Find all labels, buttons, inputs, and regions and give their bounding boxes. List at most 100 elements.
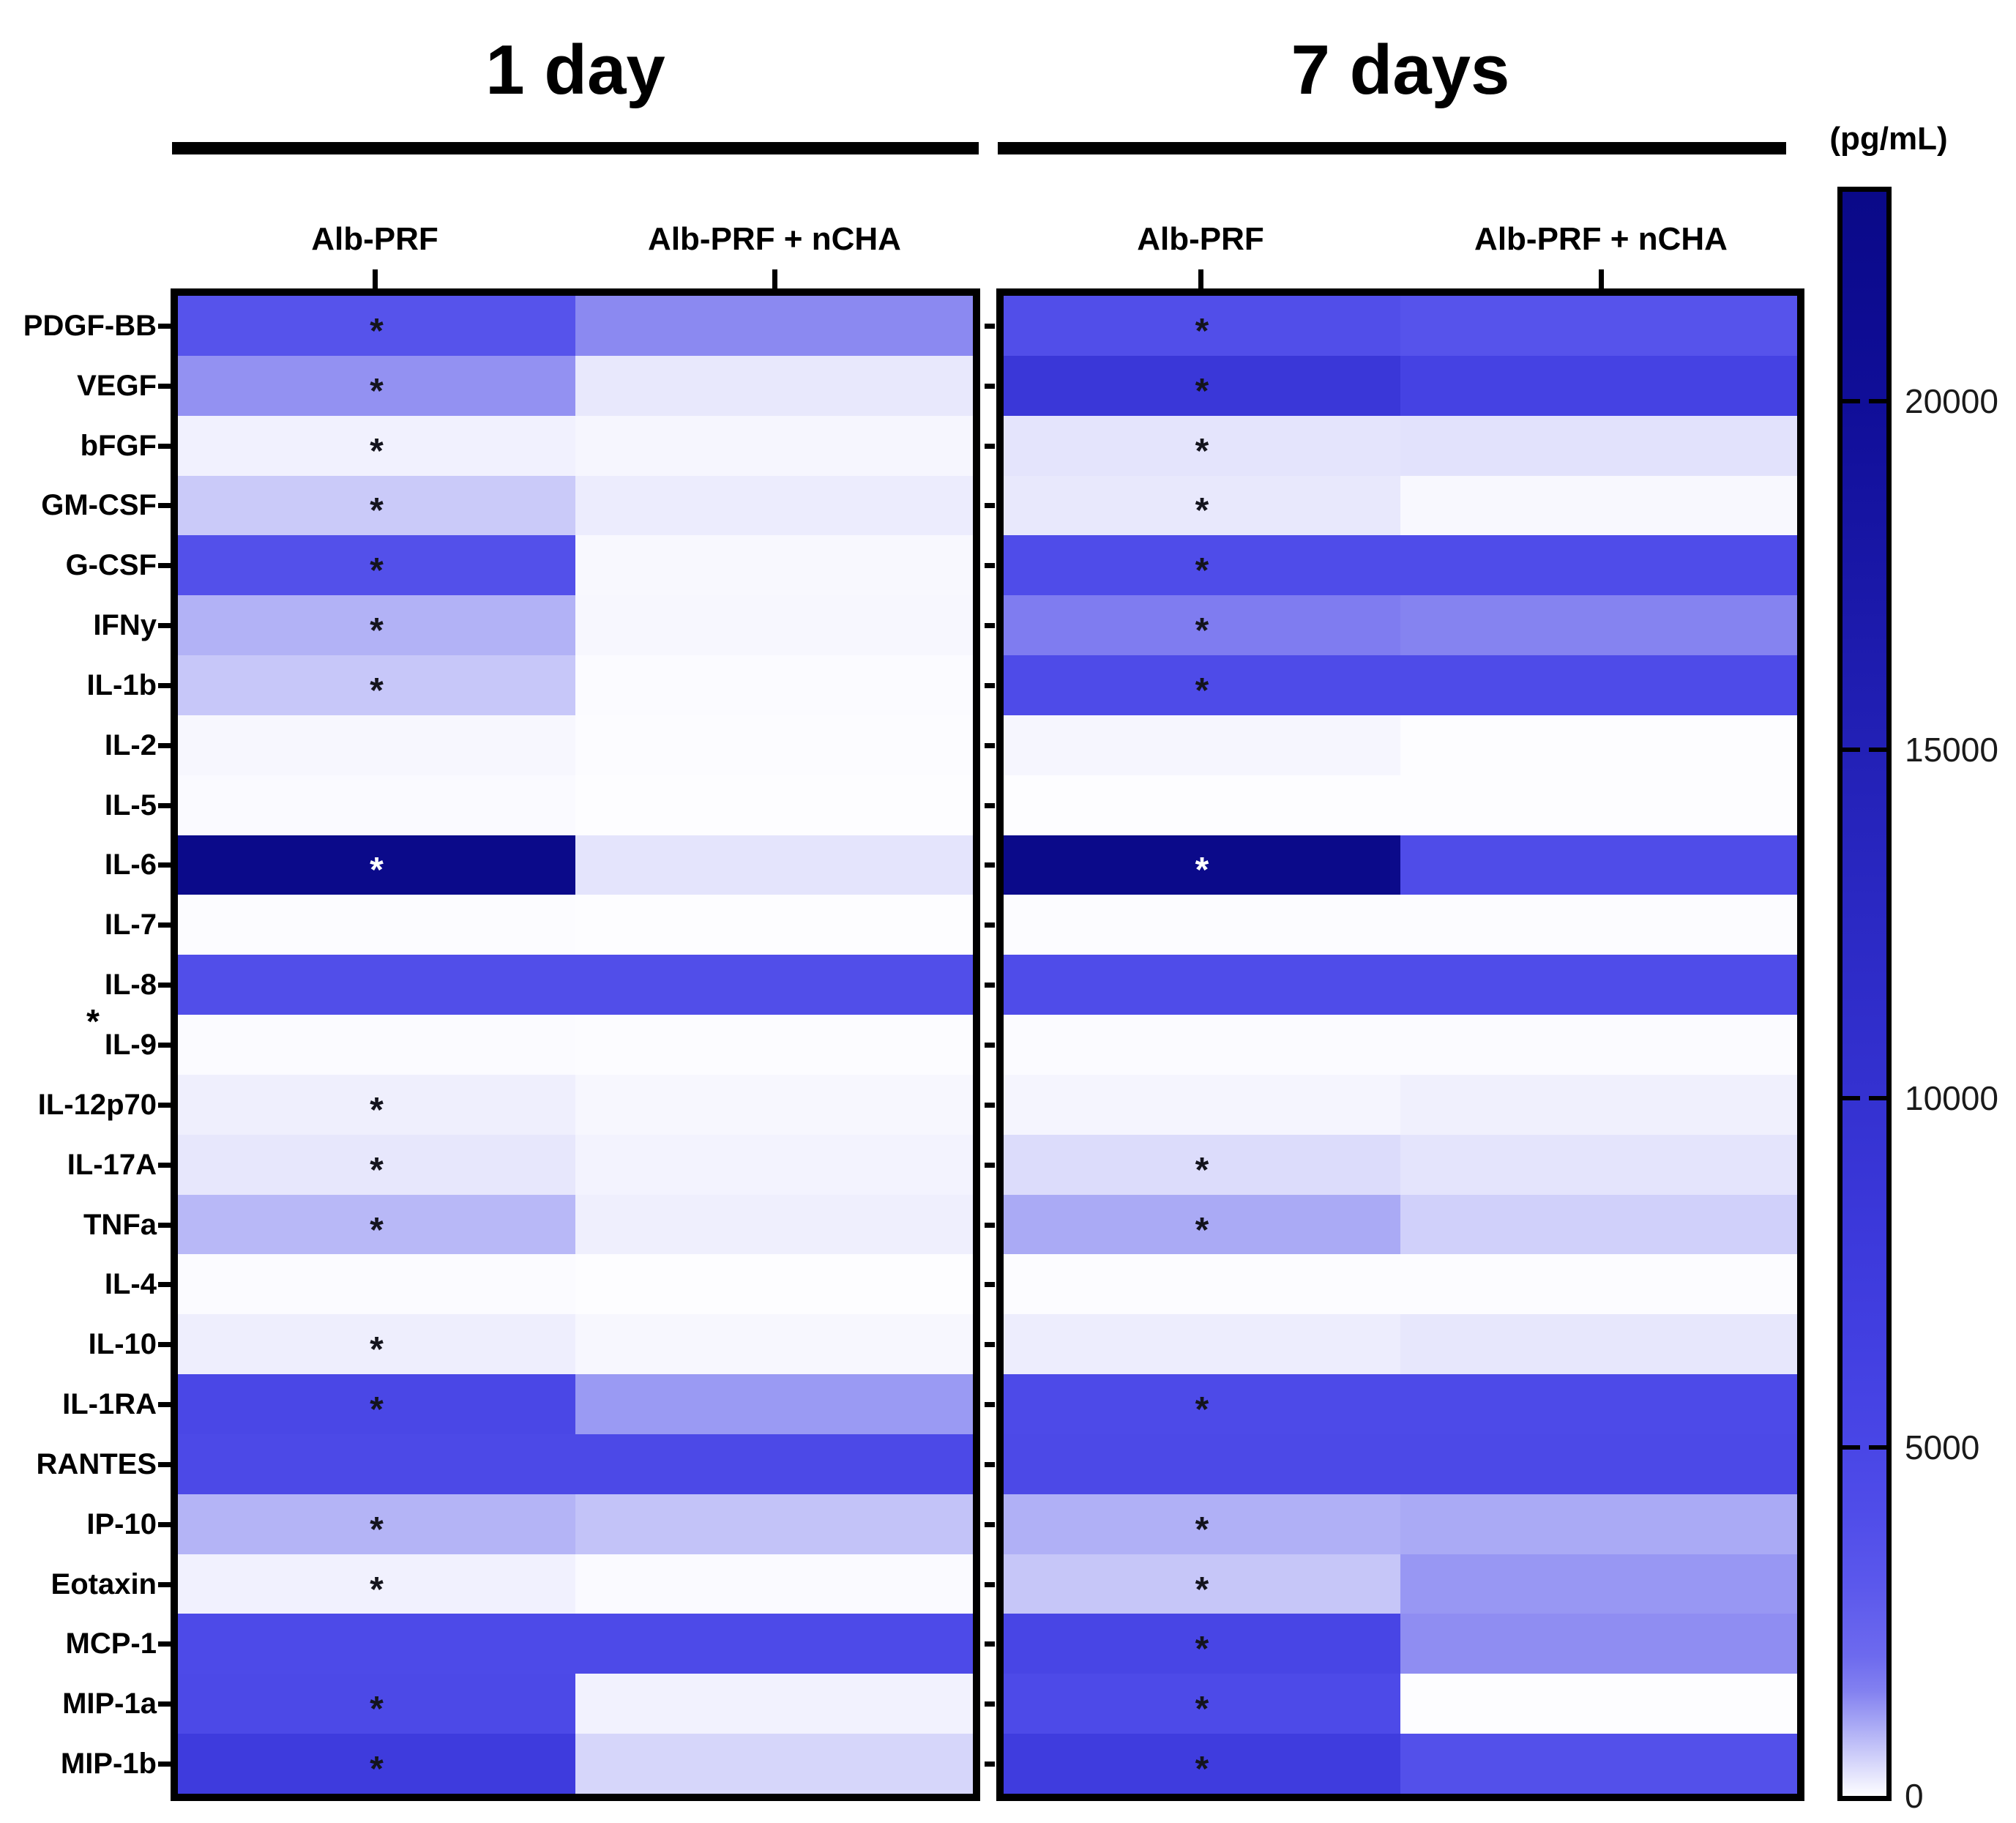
heatmap-cell-ip-10-albprf: *	[1004, 1494, 1400, 1554]
heatmap-cell-il-7-albprf-ncha	[575, 895, 973, 955]
heatmap-cell-bfgf-albprf: *	[178, 415, 575, 476]
row-axis-tick	[158, 742, 171, 748]
heatmap-cell-il-12p70-albprf-ncha	[575, 1074, 973, 1135]
row-tick-7days	[985, 623, 995, 629]
heatmap-cell-il-1b-albprf: *	[1004, 655, 1400, 715]
row-label-mip-1a: MIP-1a	[62, 1688, 157, 1721]
row-axis-tick	[158, 682, 171, 688]
heatmap-cell-bfgf-albprf-ncha	[575, 415, 973, 476]
row-axis-tick	[158, 1342, 171, 1348]
heatmap-cell-il-4-albprf-ncha	[575, 1254, 973, 1315]
heatmap-cell-il-5-albprf-ncha	[1400, 775, 1797, 835]
col-label-7days-albprf-ncha: Alb-PRF + nCHA	[1474, 221, 1728, 257]
row-label-il-17a: IL-17A	[67, 1148, 157, 1181]
column-tick	[772, 269, 777, 290]
heatmap-cell-il-9-albprf	[178, 1015, 575, 1075]
heatmap-cell-il-2-albprf	[1004, 715, 1400, 775]
heatmap-cell-ip-10-albprf-ncha	[1400, 1494, 1797, 1554]
heatmap-cell-il-6-albprf: *	[1004, 835, 1400, 895]
heatmap-cell-gm-csf-albprf: *	[178, 475, 575, 536]
title-underline-7days	[998, 142, 1786, 154]
heatmap-cell-gm-csf-albprf: *	[1004, 475, 1400, 536]
row-tick-7days	[985, 742, 995, 748]
row-label-il-8: IL-8	[104, 969, 157, 1002]
colorbar-tick-label-0: 0	[1905, 1777, 1924, 1815]
row-label-tnfa: TNFa	[83, 1208, 157, 1241]
heatmap-cell-il-9-albprf-ncha	[575, 1015, 973, 1075]
row-axis-tick	[158, 1282, 171, 1288]
heatmap-cell-il-5-albprf-ncha	[575, 775, 973, 835]
row-tick-7days	[985, 1762, 995, 1767]
heatmap-cell-tnfa-albprf: *	[178, 1194, 575, 1255]
row-tick-7days	[985, 1043, 995, 1048]
heatmap-cell-il-8-albprf-ncha	[1400, 955, 1797, 1015]
row-label-il-12p70: IL-12p70	[37, 1088, 157, 1121]
row-axis-tick	[158, 922, 171, 928]
heatmap-cell-il-4-albprf	[178, 1254, 575, 1315]
colorbar-tick	[1869, 1096, 1886, 1101]
row-label-il-7: IL-7	[104, 909, 157, 942]
row-tick-7days	[985, 802, 995, 808]
heatmap-panel-1day: * * * * * * * * * * * * * * * * *	[171, 288, 980, 1801]
row-tick-7days	[985, 1402, 995, 1408]
heatmap-cell-g-csf-albprf: *	[1004, 535, 1400, 596]
heatmap-cell-gm-csf-albprf-ncha	[575, 475, 973, 536]
heatmap-cell-mip-1b-albprf: *	[178, 1734, 575, 1794]
heatmap-cell-eotaxin-albprf-ncha	[1400, 1554, 1797, 1614]
col-label-1day-albprf: Alb-PRF	[311, 221, 438, 257]
heatmap-cell-pdgf-bb-albprf-ncha	[575, 296, 973, 356]
heatmap-cell-il-6-albprf: *	[178, 835, 575, 895]
row-label-il-2: IL-2	[104, 728, 157, 761]
heatmap-cell-il-1ra-albprf-ncha	[1400, 1374, 1797, 1434]
heatmap-cell-mcp-1-albprf-ncha	[1400, 1614, 1797, 1674]
heatmap-cell-il-1b-albprf: *	[178, 655, 575, 715]
row-tick-7days	[985, 1162, 995, 1168]
row-tick-7days	[985, 1641, 995, 1647]
column-tick	[373, 269, 378, 290]
row-tick-7days	[985, 1521, 995, 1527]
heatmap-cell-il-2-albprf	[178, 715, 575, 775]
heatmap-cell-tnfa-albprf: *	[1004, 1194, 1400, 1255]
heatmap-cell-mip-1b-albprf: *	[1004, 1734, 1400, 1794]
row-tick-7days	[985, 1102, 995, 1108]
heatmap-cell-il-4-albprf-ncha	[1400, 1254, 1797, 1315]
heatmap-cell-eotaxin-albprf: *	[1004, 1554, 1400, 1614]
heatmap-cell-bfgf-albprf: *	[1004, 415, 1400, 476]
row-tick-7days	[985, 862, 995, 868]
heatmap-cell-ifny-albprf-ncha	[1400, 595, 1797, 656]
row-tick-7days	[985, 983, 995, 988]
row-label-eotaxin: Eotaxin	[51, 1567, 157, 1600]
heatmap-cell-ifny-albprf: *	[178, 595, 575, 656]
row-tick-7days	[985, 1581, 995, 1587]
heatmap-cell-il-7-albprf	[178, 895, 575, 955]
colorbar-tick	[1843, 1096, 1860, 1101]
heatmap-cell-il-17a-albprf-ncha	[575, 1134, 973, 1195]
row-axis-tick	[158, 1102, 171, 1108]
heatmap-cell-il-5-albprf	[1004, 775, 1400, 835]
heatmap-cell-pdgf-bb-albprf-ncha	[1400, 296, 1797, 356]
row-label-pdgf-bb: PDGF-BB	[23, 309, 157, 342]
heatmap-cell-mip-1a-albprf-ncha	[575, 1674, 973, 1734]
colorbar-tick-label-20000: 20000	[1905, 381, 1998, 420]
heatmap-cell-g-csf-albprf-ncha	[575, 535, 973, 596]
heatmap-cell-il-1ra-albprf-ncha	[575, 1374, 973, 1434]
panel-title-7days: 7 days	[1291, 31, 1510, 109]
row-axis-tick	[158, 862, 171, 868]
heatmap-cell-il-1b-albprf-ncha	[575, 655, 973, 715]
column-tick	[1599, 269, 1604, 290]
row-label-ip-10: IP-10	[86, 1507, 157, 1540]
row-label-ifny: IFNy	[93, 609, 157, 642]
heatmap-cell-il-8-albprf	[178, 955, 575, 1015]
heatmap-cell-il-12p70-albprf-ncha	[1400, 1074, 1797, 1135]
heatmap-cell-bfgf-albprf-ncha	[1400, 415, 1797, 476]
row-axis-tick	[158, 1162, 171, 1168]
row-label-il-1b: IL-1b	[86, 668, 157, 701]
heatmap-cell-il-10-albprf: *	[178, 1314, 575, 1375]
heatmap-cell-vegf-albprf-ncha	[575, 355, 973, 416]
colorbar-tick-label-10000: 10000	[1905, 1079, 1998, 1118]
colorbar-tick	[1843, 748, 1860, 753]
row-label-bfgf: bFGF	[80, 429, 157, 462]
row-axis-tick	[158, 443, 171, 449]
heatmap-cell-mip-1b-albprf-ncha	[575, 1734, 973, 1794]
